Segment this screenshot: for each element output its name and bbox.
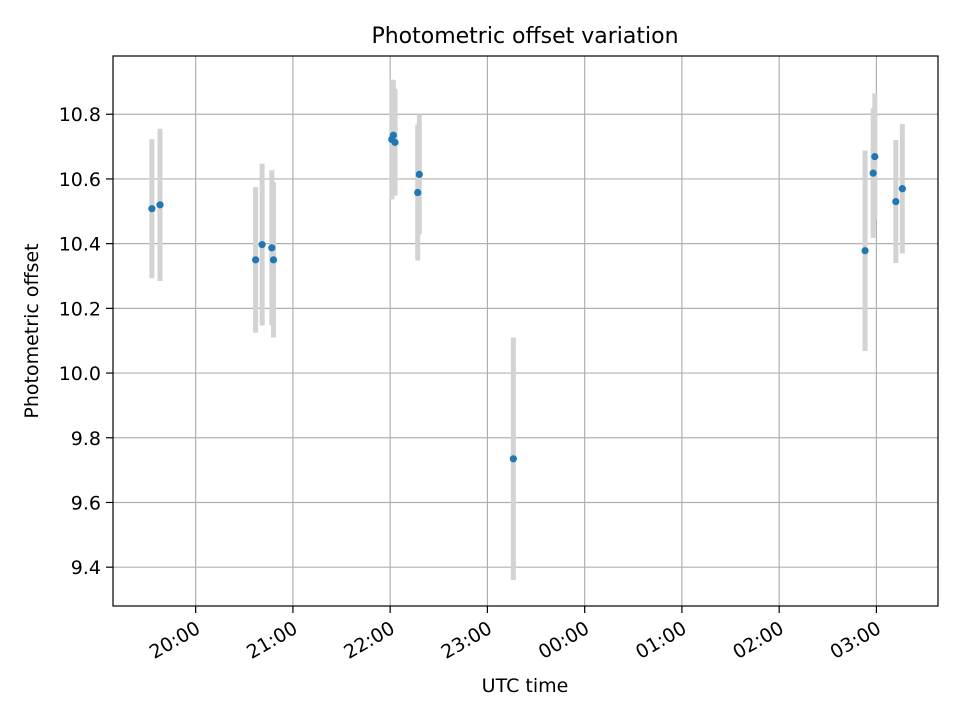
data-point [869, 169, 877, 177]
x-axis-label: UTC time [482, 675, 569, 697]
y-tick-label: 10.4 [59, 234, 101, 256]
data-point [258, 241, 266, 249]
y-tick-label: 10.0 [59, 363, 101, 385]
plot-frame [112, 55, 939, 607]
data-point [861, 247, 869, 255]
chart-title: Photometric offset variation [371, 24, 678, 49]
data-point [414, 188, 422, 197]
data-point [892, 197, 900, 206]
data-point [871, 153, 879, 161]
y-axis-label: Photometric offset [21, 243, 43, 418]
data-point [269, 256, 278, 264]
y-tick-label: 10.6 [59, 169, 101, 191]
data-point [268, 244, 276, 252]
data-points [148, 131, 906, 463]
y-tick-label: 10.2 [59, 298, 101, 320]
y-axis-ticks: 9.4 9.6 9.8 10.0 10.2 10.4 10.6 10.8 [59, 104, 113, 579]
data-point [391, 138, 399, 146]
y-tick-label: 9.8 [71, 428, 101, 450]
data-point [252, 256, 260, 264]
data-point [898, 185, 906, 193]
data-point [148, 205, 156, 213]
y-tick-label: 9.4 [71, 557, 101, 579]
y-tick-label: 9.6 [71, 492, 101, 514]
data-point [509, 455, 517, 463]
data-point [156, 201, 164, 209]
data-point [415, 170, 423, 179]
y-tick-label: 10.8 [59, 104, 101, 126]
data-point [389, 131, 398, 139]
